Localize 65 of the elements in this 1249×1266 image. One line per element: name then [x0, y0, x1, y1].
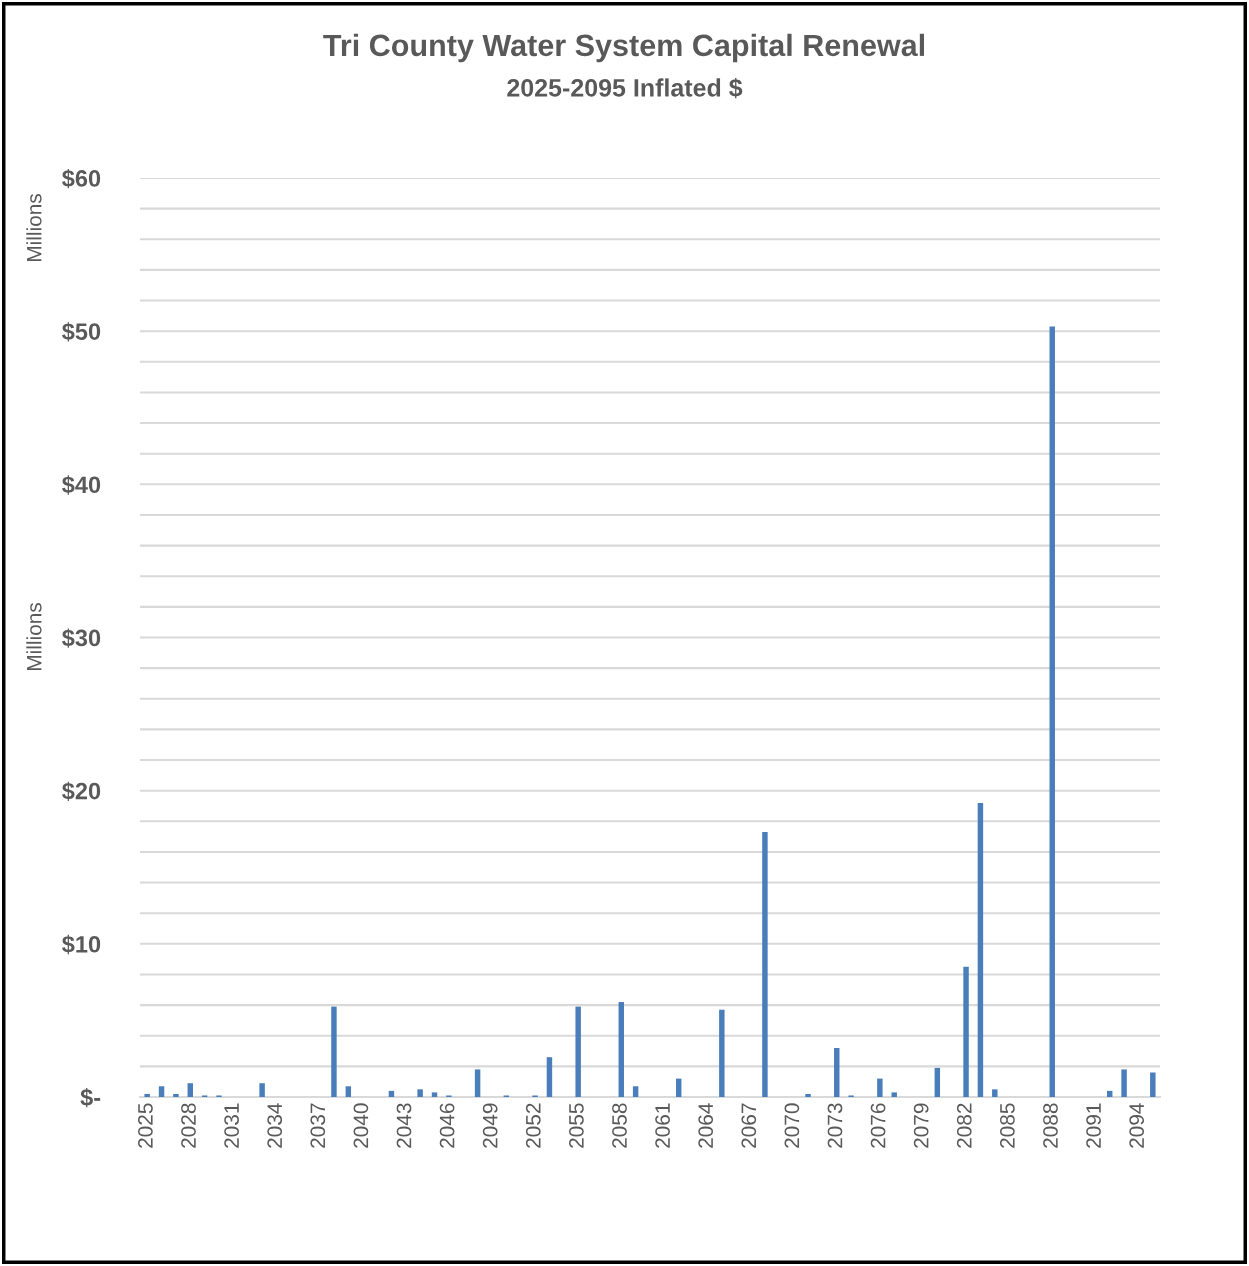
y-tick-label: $60: [62, 169, 101, 189]
bar: [834, 1047, 840, 1097]
bar: [618, 1002, 624, 1097]
x-tick-label: 2034: [267, 1103, 283, 1148]
y-tick-label: $40: [62, 475, 101, 495]
x-tick-label: 2061: [655, 1103, 670, 1148]
x-tick-label: 2055: [569, 1103, 584, 1148]
bar: [431, 1092, 438, 1097]
bar: [805, 1093, 811, 1097]
x-tick-label: 2079: [913, 1103, 929, 1148]
bar: [158, 1086, 165, 1097]
bar: [388, 1090, 395, 1097]
x-tick-label: 2067: [741, 1103, 757, 1148]
x-tick-label: 2040: [353, 1103, 369, 1148]
bar: [963, 966, 969, 1097]
bar: [891, 1092, 897, 1097]
x-tick-label: 2064: [698, 1103, 714, 1148]
x-tick-label: 2085: [999, 1103, 1015, 1148]
bar: [762, 832, 768, 1097]
bar: [632, 1086, 639, 1097]
y-tick-label: $10: [62, 934, 101, 955]
bar: [474, 1069, 481, 1097]
bar: [1049, 326, 1055, 1097]
bar: [546, 1057, 553, 1097]
bar: [992, 1089, 998, 1097]
x-tick-label: 2076: [870, 1103, 886, 1148]
bar: [144, 1093, 150, 1097]
y-tick-label: $20: [62, 781, 101, 801]
x-tick-label: 2043: [396, 1103, 412, 1148]
x-tick-label: 2073: [827, 1103, 843, 1148]
bar: [259, 1083, 265, 1097]
bar: [977, 802, 984, 1097]
x-tick-label: 2031: [224, 1103, 239, 1148]
x-tick-label: 2025: [138, 1103, 153, 1148]
x-tick-label: 2028: [181, 1103, 196, 1148]
bar: [1121, 1069, 1127, 1097]
chart-subtitle: 2025-2095 Inflated $: [507, 77, 743, 99]
chart-title: Tri County Water System Capital Renewal: [323, 33, 925, 63]
y-tick-label: $50: [62, 322, 101, 342]
y-tick-label: $30: [62, 628, 101, 648]
x-tick-label: 2094: [1129, 1103, 1145, 1148]
bar: [1150, 1072, 1156, 1097]
x-tick-label: 2052: [525, 1103, 541, 1148]
bar: [173, 1093, 179, 1097]
bar: [575, 1006, 581, 1097]
x-tick-label: 2046: [439, 1103, 455, 1148]
bar: [676, 1078, 682, 1097]
x-tick-label: 2058: [612, 1103, 627, 1148]
x-tick-label: 2091: [1086, 1103, 1101, 1148]
y-tick-label: $-: [80, 1088, 101, 1108]
x-tick-label: 2070: [784, 1103, 800, 1148]
x-tick-label: 2088: [1043, 1103, 1058, 1148]
bar: [934, 1067, 941, 1097]
bar: [345, 1086, 352, 1097]
x-tick-label: 2037: [310, 1103, 326, 1148]
x-tick-label: 2049: [482, 1103, 498, 1148]
bar: [417, 1089, 423, 1097]
text: Millions: [26, 194, 42, 262]
bar: [1106, 1090, 1113, 1097]
bar: [187, 1083, 194, 1097]
x-tick-label: 2082: [956, 1103, 972, 1148]
y-axis-title: Millions: [26, 603, 42, 671]
bar: [719, 1009, 725, 1097]
bar: [877, 1078, 883, 1097]
bar: [331, 1006, 337, 1097]
